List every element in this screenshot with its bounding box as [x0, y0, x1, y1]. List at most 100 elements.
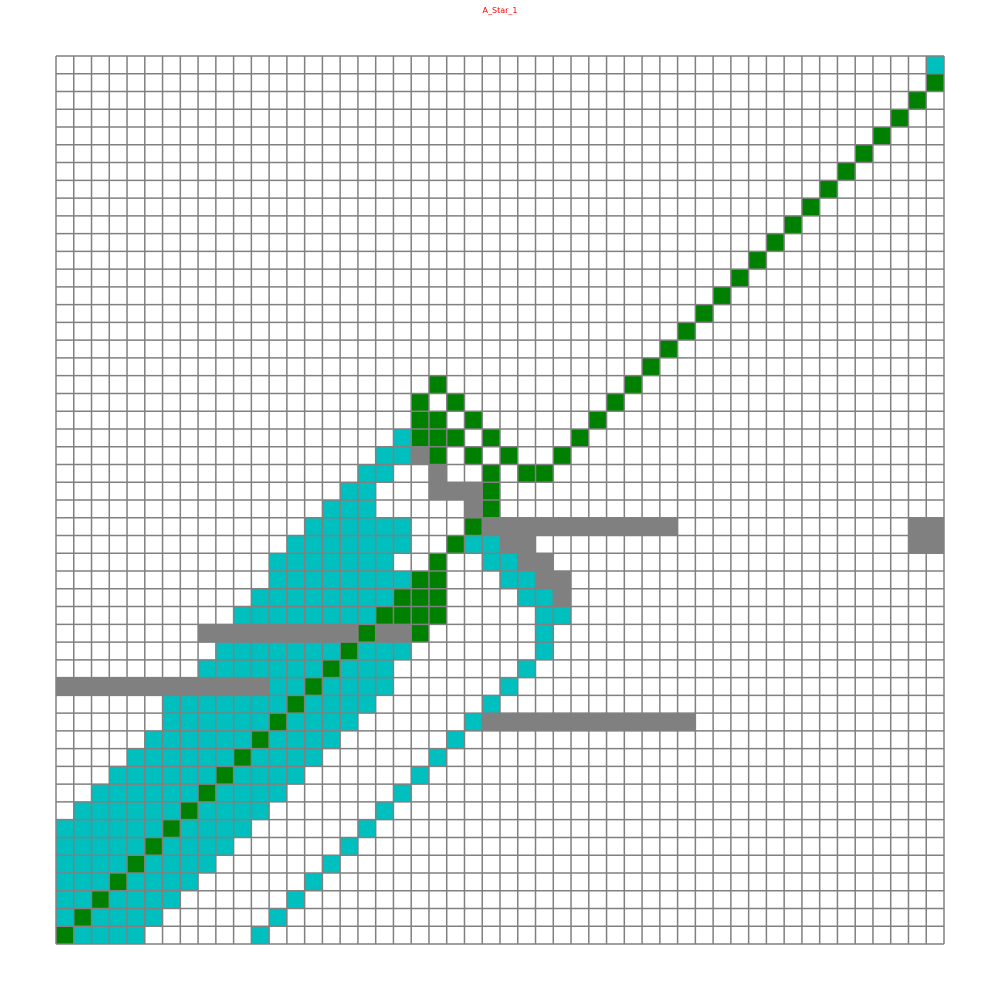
obstacle-cell — [428, 464, 447, 483]
explored-cell — [535, 606, 554, 625]
explored-cell — [340, 482, 358, 500]
explored-cell — [233, 784, 252, 802]
path-cell — [56, 926, 74, 944]
explored-cell — [198, 748, 216, 767]
obstacle-cell — [642, 713, 660, 731]
explored-cell — [91, 819, 110, 838]
explored-cell — [304, 517, 323, 536]
explored-cell — [233, 659, 252, 678]
obstacle-cell — [304, 624, 323, 643]
explored-cell — [215, 642, 234, 660]
explored-cell — [73, 890, 92, 909]
obstacle-cell — [517, 553, 536, 572]
explored-cell — [180, 766, 199, 785]
explored-cell — [144, 801, 163, 820]
explored-cell — [73, 855, 92, 873]
path-cell — [428, 606, 447, 625]
obstacle-cell — [482, 713, 500, 731]
obstacle-cell — [340, 624, 358, 643]
path-cell — [322, 659, 341, 678]
explored-cell — [162, 730, 181, 749]
explored-cell — [286, 588, 305, 607]
obstacle-cell — [428, 482, 447, 500]
explored-cell — [109, 890, 128, 909]
explored-cell — [127, 872, 145, 891]
explored-cell — [357, 553, 376, 572]
explored-cell — [215, 801, 234, 820]
explored-cell — [127, 748, 145, 767]
explored-cell — [251, 695, 270, 714]
explored-cell — [109, 784, 128, 802]
obstacle-cell — [571, 517, 589, 536]
obstacle-cell — [926, 535, 944, 554]
path-cell — [766, 233, 785, 252]
path-cell — [677, 322, 696, 341]
explored-cell — [127, 926, 145, 944]
explored-cell — [269, 588, 287, 607]
explored-cell — [500, 553, 518, 572]
path-cell — [482, 464, 500, 483]
obstacle-cell — [464, 500, 483, 518]
obstacle-cell — [251, 624, 270, 643]
obstacle-cell — [322, 624, 341, 643]
obstacle-cell — [215, 624, 234, 643]
path-cell — [144, 837, 163, 856]
explored-cell — [357, 571, 376, 589]
explored-cell — [127, 784, 145, 802]
path-cell — [482, 428, 500, 447]
explored-cell — [553, 606, 572, 625]
path-cell — [127, 855, 145, 873]
explored-cell — [144, 908, 163, 927]
explored-cell — [428, 748, 447, 767]
explored-cell — [127, 801, 145, 820]
explored-cell — [286, 642, 305, 660]
explored-cell — [109, 766, 128, 785]
path-cell — [482, 482, 500, 500]
explored-cell — [322, 553, 341, 572]
obstacle-cell — [553, 571, 572, 589]
path-layer — [56, 73, 944, 944]
explored-cell — [198, 855, 216, 873]
path-cell — [411, 571, 429, 589]
explored-cell — [91, 801, 110, 820]
explored-cell — [375, 517, 394, 536]
explored-cell — [198, 713, 216, 731]
path-cell — [872, 127, 891, 145]
explored-cell — [269, 659, 287, 678]
explored-cell — [322, 588, 341, 607]
diagram-title: A_Star_1 — [482, 6, 518, 15]
explored-cell — [180, 855, 199, 873]
explored-cell — [56, 872, 74, 891]
explored-cell — [269, 730, 287, 749]
explored-cell — [304, 730, 323, 749]
explored-cell — [251, 784, 270, 802]
explored-cell — [393, 428, 412, 447]
goal-cell — [926, 56, 944, 74]
explored-cell — [535, 624, 554, 643]
explored-cell — [56, 819, 74, 838]
path-cell — [428, 428, 447, 447]
explored-cell — [357, 695, 376, 714]
explored-cell — [357, 606, 376, 625]
path-cell — [446, 428, 465, 447]
obstacle-cell — [375, 624, 394, 643]
path-cell — [553, 446, 572, 465]
obstacle-cell — [624, 517, 643, 536]
path-cell — [713, 286, 731, 305]
obstacle-cell — [198, 677, 216, 696]
path-cell — [428, 446, 447, 465]
explored-cell — [482, 553, 500, 572]
explored-cell — [322, 517, 341, 536]
obstacle-cell — [91, 677, 110, 696]
path-cell — [428, 375, 447, 394]
explored-cell — [357, 819, 376, 838]
obstacle-cell — [624, 713, 643, 731]
path-cell — [464, 517, 483, 536]
path-cell — [428, 411, 447, 429]
explored-cell — [357, 464, 376, 483]
explored-cell — [180, 695, 199, 714]
path-cell — [837, 162, 856, 181]
explored-cell — [109, 926, 128, 944]
explored-cell — [180, 837, 199, 856]
explored-cell — [482, 535, 500, 554]
